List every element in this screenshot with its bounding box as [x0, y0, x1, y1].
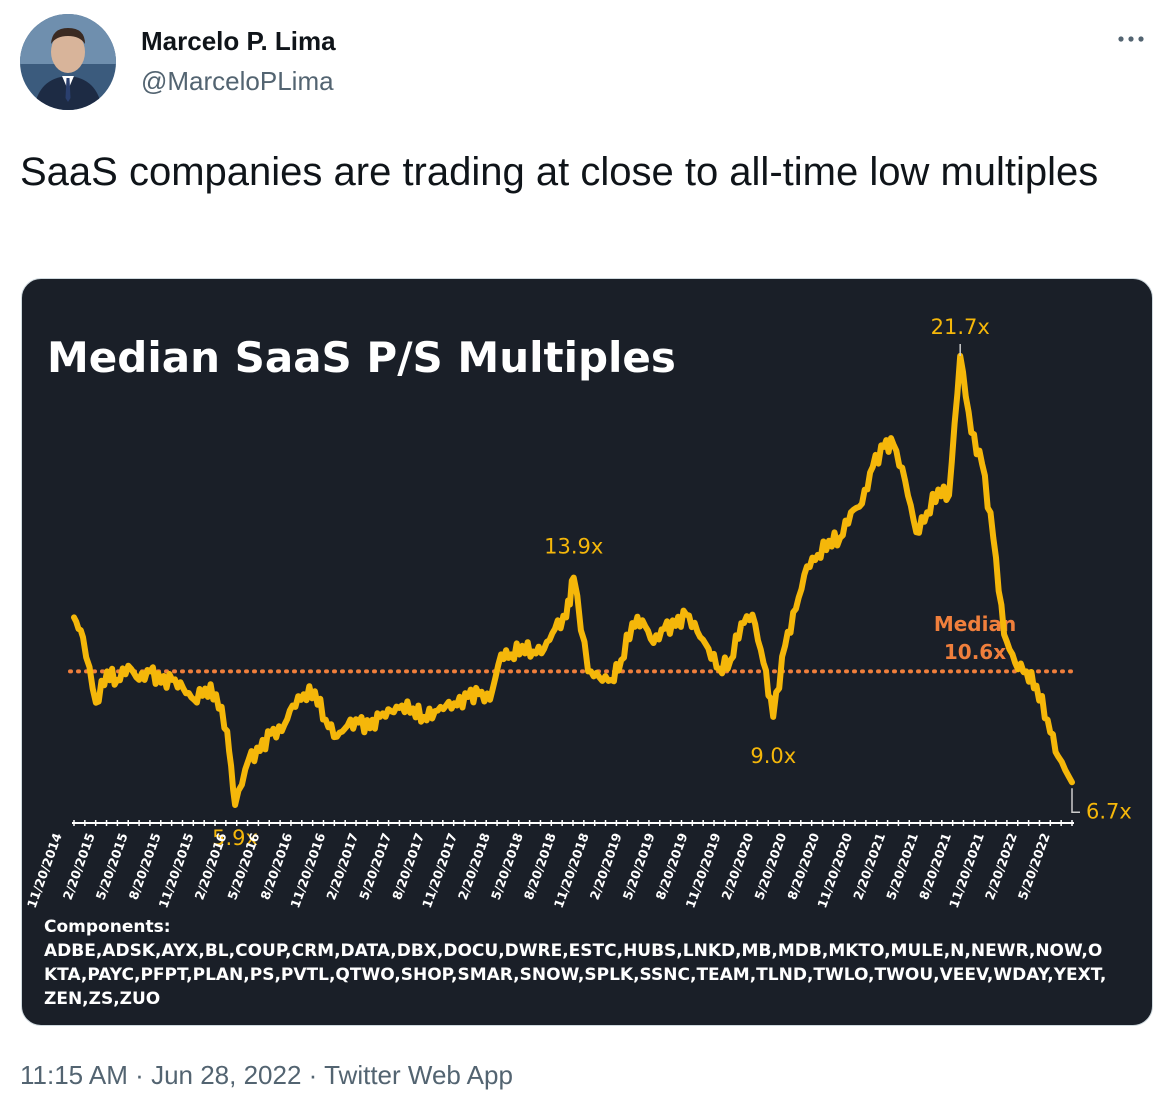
x-tick-label: 11/20/2019: [682, 831, 723, 910]
x-tick-label: 11/20/2021: [946, 831, 987, 910]
avatar[interactable]: [20, 14, 116, 110]
tweet-media-chart[interactable]: Median SaaS P/S Multiples Median 10.6x 5.…: [21, 278, 1153, 1026]
series-group: [71, 352, 1075, 808]
x-tick-label: 5/20/2018: [488, 831, 526, 902]
x-tick-label: 11/20/2016: [287, 831, 328, 910]
x-tick-label: 5/20/2015: [93, 831, 131, 902]
chart-title: Median SaaS P/S Multiples: [47, 333, 676, 382]
author-handle[interactable]: @MarceloPLima: [141, 66, 334, 96]
x-tick-label: 2/20/2021: [850, 831, 888, 902]
x-tick-label: 11/20/2015: [156, 831, 197, 910]
x-tick-label: 8/20/2021: [916, 831, 954, 902]
x-tick-label: 2/20/2019: [587, 831, 625, 902]
x-tick-label: 5/20/2022: [1015, 831, 1053, 902]
data-label: 9.0x: [750, 744, 796, 768]
data-label: 6.7x: [1086, 799, 1132, 823]
more-options-button[interactable]: [1111, 22, 1151, 52]
data-label: 5.9x: [212, 826, 258, 850]
x-tick-label: 8/20/2016: [257, 831, 295, 902]
tweet-footer: 11:15 AM · Jun 28, 2022 · Twitter Web Ap…: [20, 1060, 513, 1091]
x-tick-label: 2/20/2016: [191, 831, 229, 902]
x-axis: 11/20/20142/20/20155/20/20158/20/201511/…: [24, 820, 1074, 910]
x-tick-label: 2/20/2022: [982, 831, 1020, 902]
tweet-date[interactable]: Jun 28, 2022: [151, 1060, 302, 1090]
x-tick-label: 11/20/2014: [24, 831, 65, 910]
components-list: ADBE,ADSK,AYX,BL,COUP,CRM,DATA,DBX,DOCU,…: [44, 941, 1107, 1009]
x-tick-label: 5/20/2021: [883, 831, 921, 902]
x-tick-label: 8/20/2017: [389, 831, 427, 902]
x-tick-label: 8/20/2020: [784, 831, 822, 902]
components-title: Components:: [44, 917, 171, 937]
x-tick-label: 11/20/2020: [814, 831, 855, 910]
author-name[interactable]: Marcelo P. Lima: [141, 26, 336, 56]
more-horizontal-icon: [1118, 36, 1144, 42]
x-tick-label: 11/20/2018: [551, 831, 592, 910]
series-line: [71, 352, 1075, 808]
x-tick-label: 2/20/2018: [455, 831, 493, 902]
tweet-text: SaaS companies are trading at close to a…: [20, 150, 1099, 194]
data-label: 13.9x: [544, 535, 603, 559]
x-tick-label: 8/20/2018: [521, 831, 559, 902]
x-tick-label: 2/20/2020: [718, 831, 756, 902]
tweet-source[interactable]: Twitter Web App: [324, 1060, 513, 1090]
data-label: 21.7x: [931, 315, 990, 339]
annotations-group: 5.9x 13.9x 9.0x 21.7x 6.7x: [212, 315, 1132, 850]
x-tick-label: 11/20/2017: [419, 831, 460, 910]
x-tick-label: 2/20/2015: [60, 831, 98, 902]
median-value-label: 10.6x: [944, 640, 1006, 664]
separator: ·: [135, 1060, 144, 1090]
separator: ·: [308, 1060, 318, 1090]
x-tick-label: 8/20/2015: [126, 831, 164, 902]
x-tick-label: 5/20/2019: [620, 831, 658, 902]
x-tick-label: 2/20/2017: [323, 831, 361, 902]
x-tick-label: 5/20/2020: [751, 831, 789, 902]
profile-photo-image: [20, 14, 116, 110]
x-tick-label: 5/20/2017: [356, 831, 394, 902]
annotation-leader: [1071, 788, 1080, 814]
tweet-time[interactable]: 11:15 AM: [20, 1060, 128, 1090]
x-tick-label: 8/20/2019: [653, 831, 691, 902]
